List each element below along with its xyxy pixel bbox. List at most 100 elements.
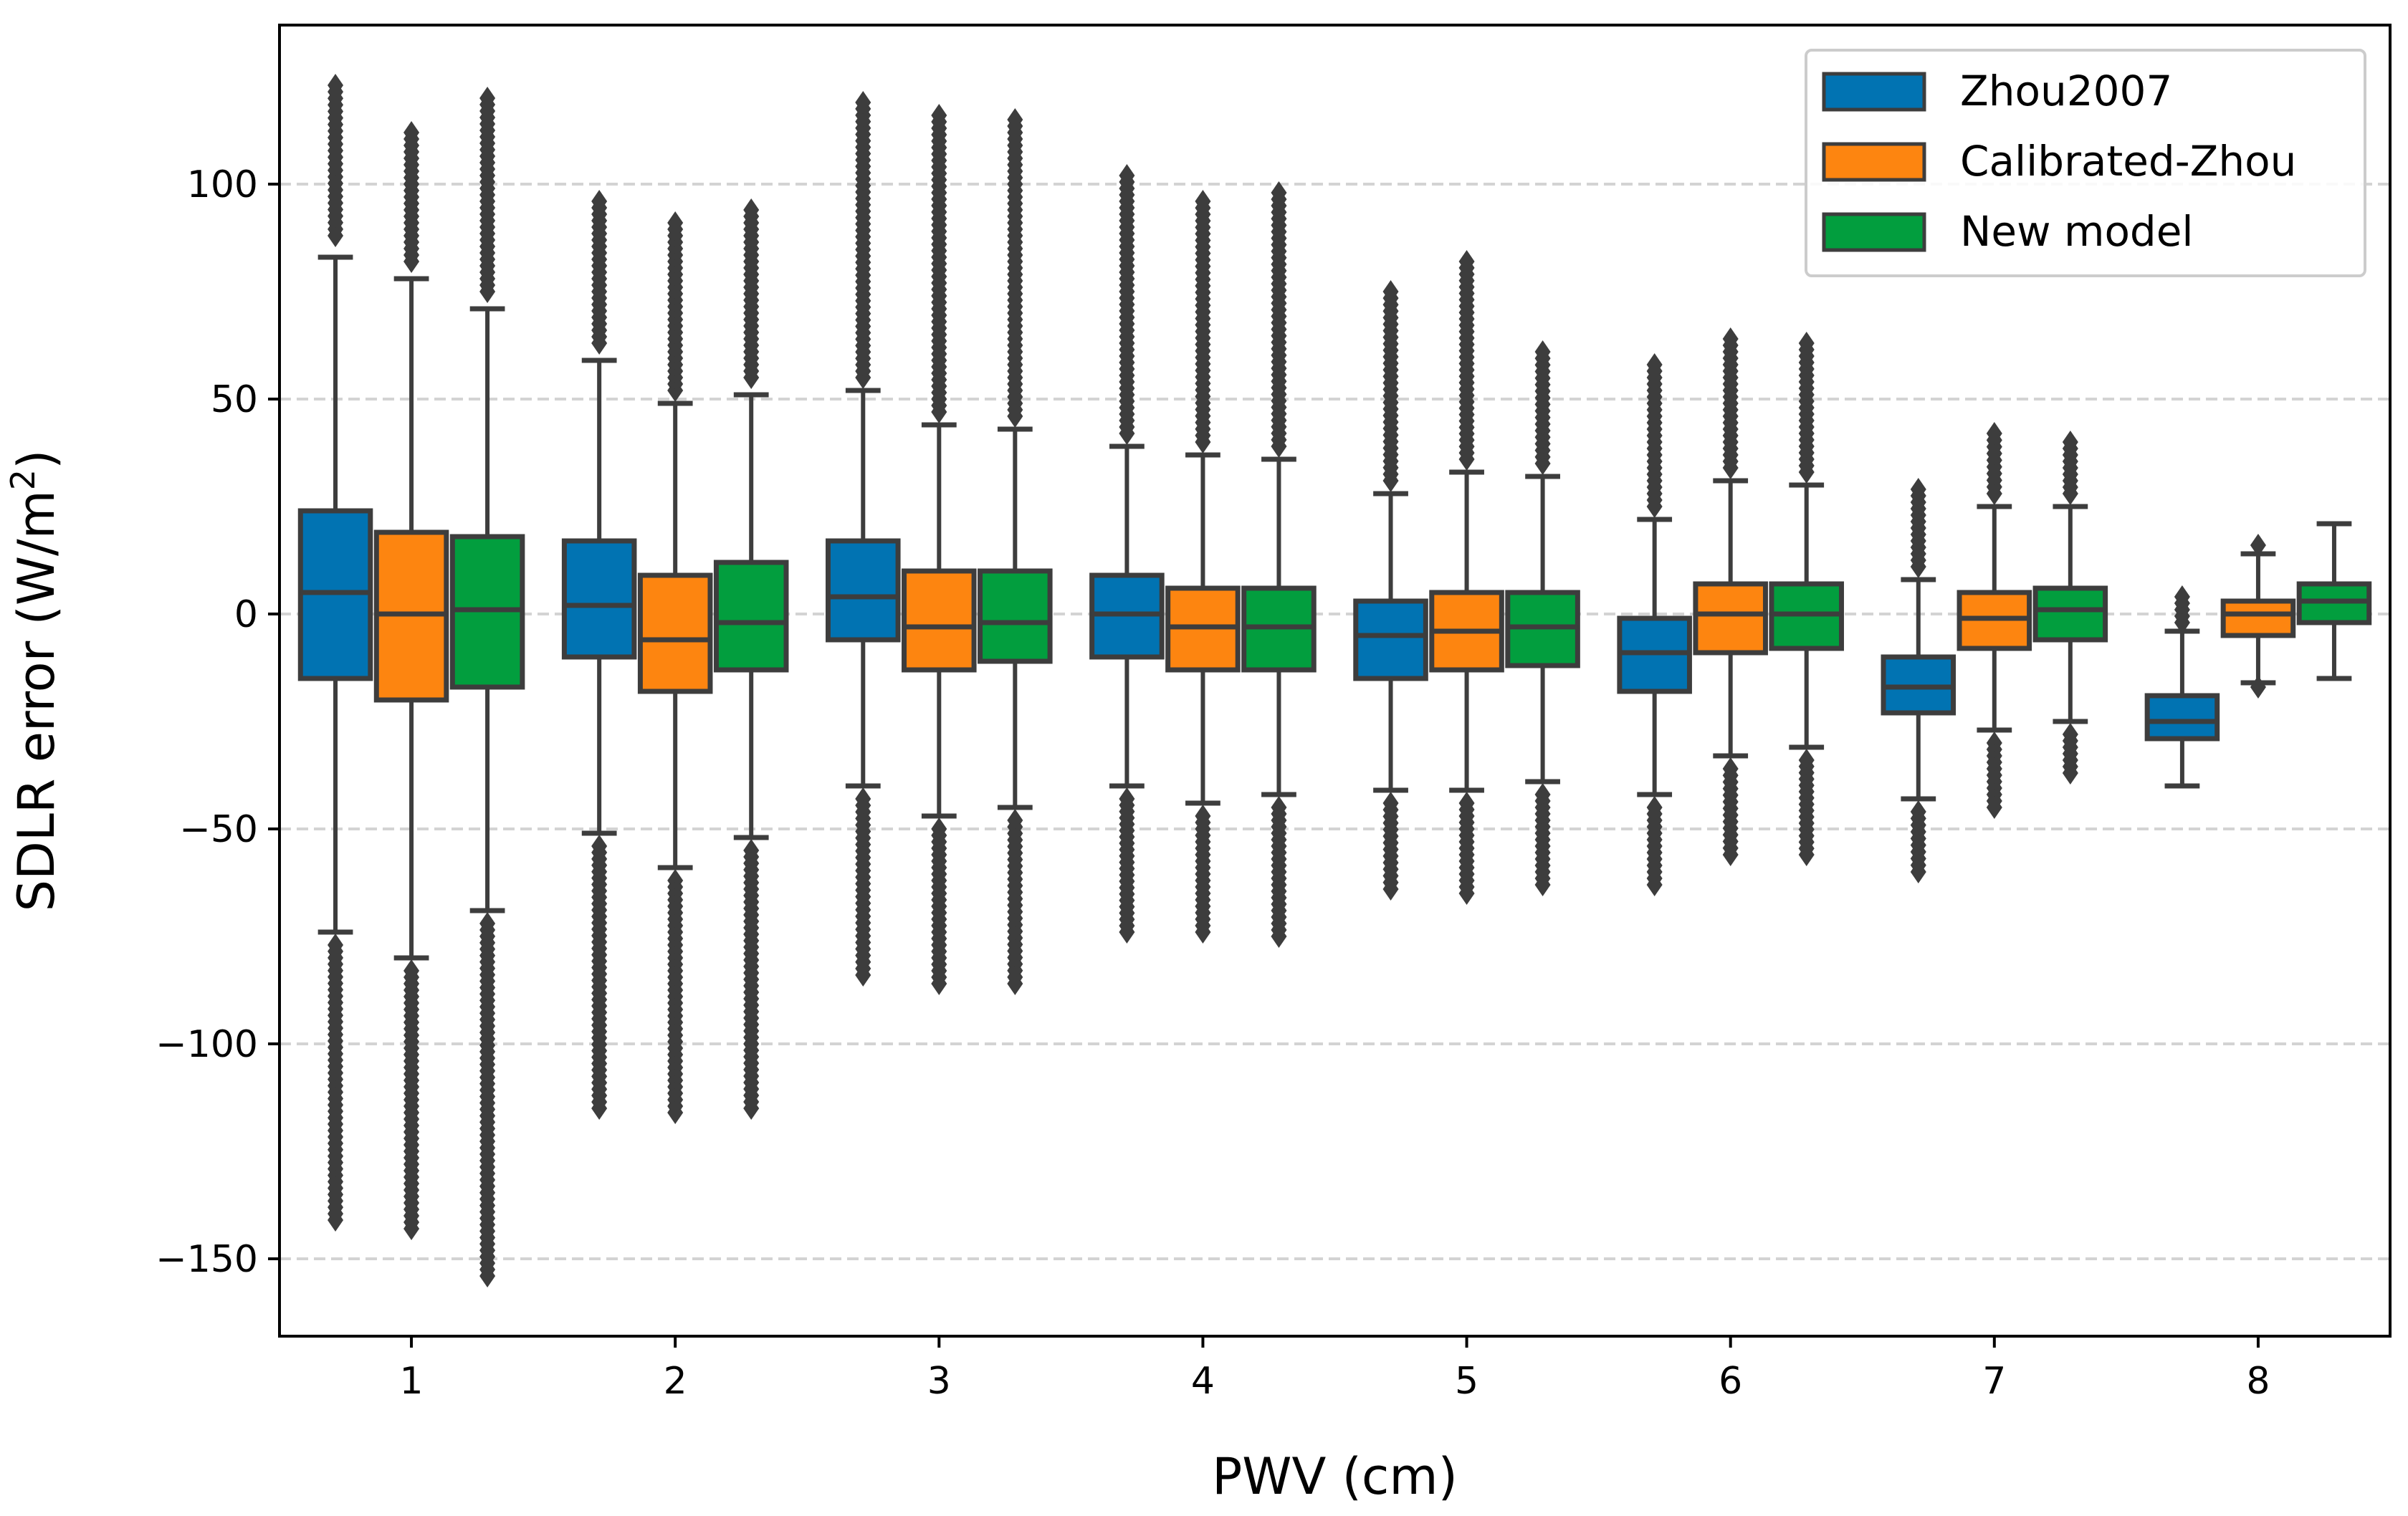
flier-high xyxy=(1007,108,1023,131)
flier-low xyxy=(667,1101,684,1124)
legend-frame xyxy=(1805,49,2366,277)
flier-low xyxy=(479,1265,496,1287)
y-tick-label-2: 0 xyxy=(234,593,258,636)
box-body xyxy=(637,572,713,694)
box-zhou2007-pwv-7 xyxy=(1881,478,1956,883)
legend-item-zhou2007: Zhou2007 xyxy=(1822,67,2172,115)
flier-high xyxy=(931,104,947,127)
legend-label: Zhou2007 xyxy=(1960,67,2172,115)
box-new-model-pwv-4 xyxy=(1241,181,1317,948)
flier-high xyxy=(1195,190,1211,213)
axes xyxy=(278,24,2392,1338)
legend-swatch xyxy=(1822,142,1926,182)
flier-low xyxy=(591,1097,608,1120)
flier-low xyxy=(1007,972,1023,995)
flier-low xyxy=(403,1217,420,1240)
legend-swatch xyxy=(1822,72,1926,112)
x-tick-label-7: 7 xyxy=(1982,1360,2006,1403)
flier-low xyxy=(1195,921,1211,944)
box-calibrated-zhou-pwv-3 xyxy=(902,104,977,995)
box-new-model-pwv-2 xyxy=(713,198,789,1120)
flier-high xyxy=(2174,585,2190,608)
flier-low xyxy=(931,972,947,995)
flier-high xyxy=(1534,340,1551,363)
y-axis-ticks: 100 50 0 −50 −100 −150 xyxy=(156,163,280,1281)
flier-high xyxy=(479,87,496,110)
flier-low xyxy=(1271,925,1287,948)
plot-frame xyxy=(278,24,2392,1338)
y-axis-label-close: ) xyxy=(7,450,66,469)
y-axis-label-main: SDLR error (W/m xyxy=(7,490,66,911)
y-tick-label-5: −150 xyxy=(156,1238,258,1281)
box-zhou2007-pwv-6 xyxy=(1617,353,1692,896)
box-new-model-pwv-5 xyxy=(1505,340,1580,896)
flier-high xyxy=(1119,164,1135,187)
flier-high xyxy=(591,190,608,213)
flier-low xyxy=(1119,921,1135,944)
y-axis-label-superscript: 2 xyxy=(4,469,42,490)
flier-high xyxy=(1910,478,1926,501)
flier-low xyxy=(1986,796,2002,819)
x-tick-label-8: 8 xyxy=(2246,1360,2270,1403)
legend: Zhou2007 Calibrated-Zhou New model xyxy=(1805,49,2366,277)
x-tick-label-2: 2 xyxy=(664,1360,687,1403)
box-body xyxy=(2220,598,2296,638)
box-zhou2007-pwv-1 xyxy=(297,74,373,1232)
box-new-model-pwv-6 xyxy=(1769,332,1844,866)
box-calibrated-zhou-pwv-6 xyxy=(1693,327,1768,866)
flier-high xyxy=(1458,250,1475,273)
flier-high xyxy=(1798,332,1815,355)
box-zhou2007-pwv-2 xyxy=(561,190,637,1120)
legend-item-new-model: New model xyxy=(1822,207,2194,256)
flier-high xyxy=(2250,534,2266,557)
x-tick-label-4: 4 xyxy=(1191,1360,1215,1403)
y-axis-label: SDLR error (W/m2) xyxy=(4,450,66,912)
flier-low xyxy=(743,1097,760,1120)
legend-item-calibrated-zhou: Calibrated-Zhou xyxy=(1822,137,2296,186)
x-axis-ticks: 1 2 3 4 5 6 7 8 xyxy=(400,1336,2270,1403)
box-body xyxy=(2032,585,2108,643)
box-body xyxy=(1693,581,1768,656)
box-body xyxy=(826,538,901,643)
y-tick-label-1: 50 xyxy=(211,378,258,421)
legend-label: Calibrated-Zhou xyxy=(1960,137,2296,186)
box-zhou2007-pwv-4 xyxy=(1089,164,1165,944)
x-tick-label-5: 5 xyxy=(1455,1360,1478,1403)
flier-low xyxy=(2250,676,2266,699)
flier-high xyxy=(667,211,684,234)
flier-high xyxy=(1382,280,1399,303)
x-tick-label-3: 3 xyxy=(927,1360,951,1403)
flier-low xyxy=(328,1209,344,1232)
box-new-model-pwv-3 xyxy=(978,108,1053,995)
box-groups xyxy=(297,74,2372,1287)
box-body xyxy=(1353,598,1428,681)
box-calibrated-zhou-pwv-4 xyxy=(1165,190,1241,944)
y-tick-label-0: 100 xyxy=(187,163,258,206)
x-tick-label-6: 6 xyxy=(1719,1360,1742,1403)
legend-label: New model xyxy=(1960,207,2194,256)
flier-low xyxy=(855,964,871,987)
flier-high xyxy=(403,121,420,144)
flier-low xyxy=(1646,873,1663,896)
flier-high xyxy=(1986,422,2002,445)
x-tick-label-1: 1 xyxy=(400,1360,424,1403)
flier-low xyxy=(1722,843,1739,866)
flier-high xyxy=(2062,431,2078,454)
box-body xyxy=(978,568,1053,664)
flier-low xyxy=(1382,878,1399,901)
flier-low xyxy=(1458,882,1475,905)
y-tick-label-3: −50 xyxy=(179,808,258,851)
box-calibrated-zhou-pwv-1 xyxy=(373,121,449,1240)
flier-high xyxy=(1722,327,1739,350)
flier-high xyxy=(328,74,344,97)
box-zhou2007-pwv-8 xyxy=(2144,585,2220,789)
box-body xyxy=(2144,693,2220,742)
y-tick-label-4: −100 xyxy=(156,1023,258,1066)
x-axis-label: PWV (cm) xyxy=(1212,1447,1458,1506)
box-body xyxy=(561,538,637,660)
box-new-model-pwv-1 xyxy=(449,87,525,1287)
box-calibrated-zhou-pwv-7 xyxy=(1956,422,2032,819)
flier-low xyxy=(1910,860,1926,883)
box-calibrated-zhou-pwv-5 xyxy=(1429,250,1504,905)
